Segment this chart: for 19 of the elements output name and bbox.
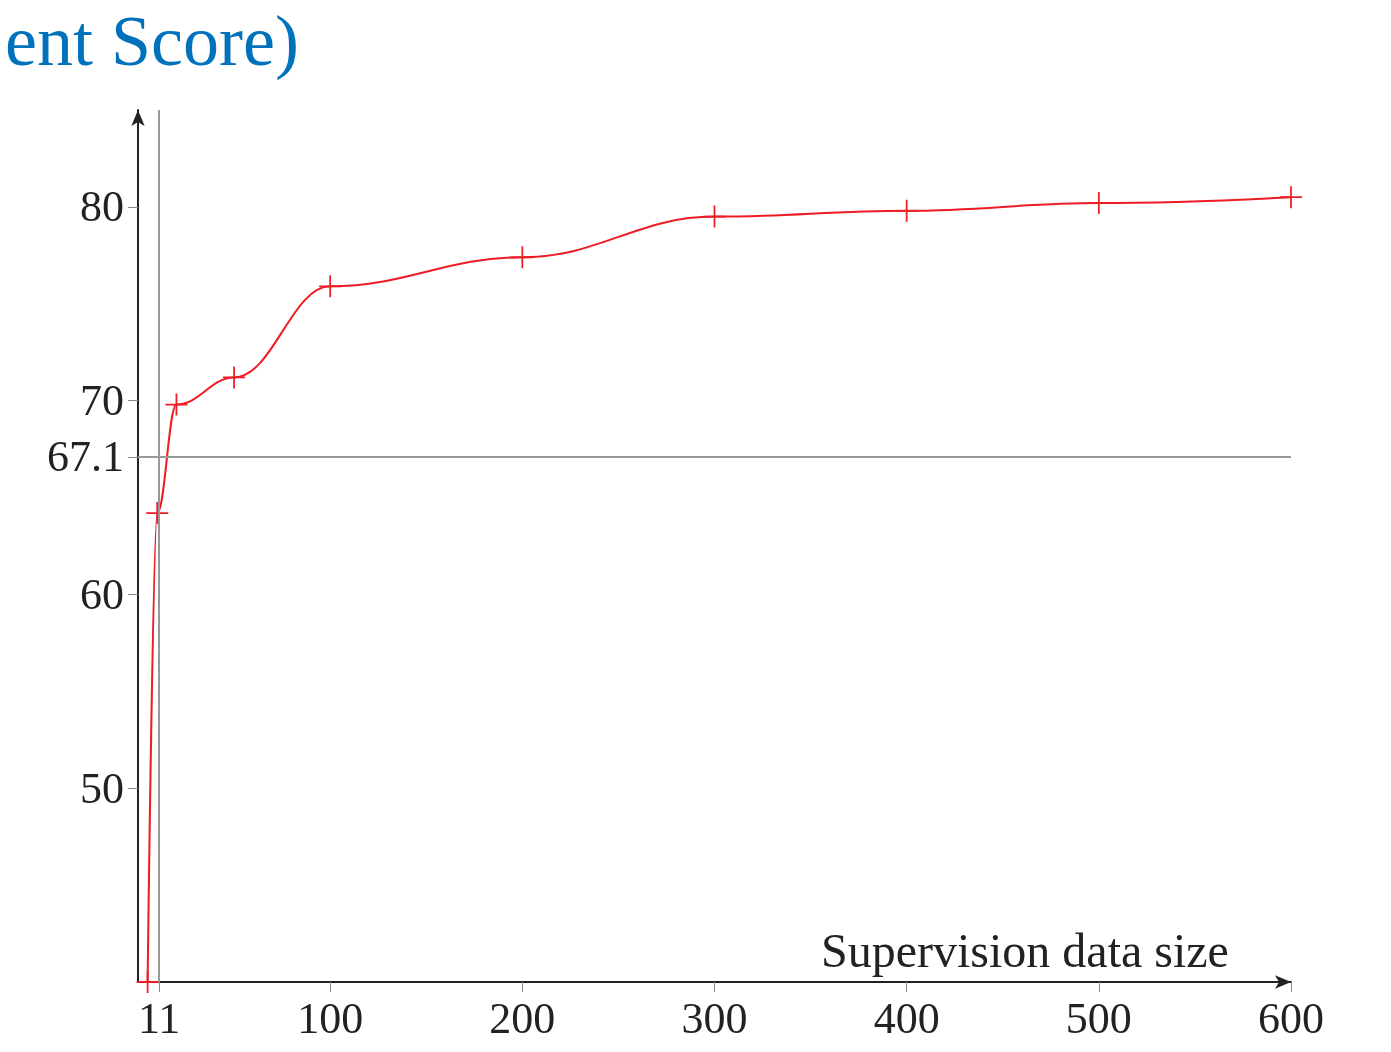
x-tick-label: 400: [873, 993, 940, 1043]
point: [146, 502, 169, 525]
point: [1280, 186, 1302, 209]
x-tick-label: 600: [1258, 993, 1324, 1043]
x-axis-title: Supervision data size: [821, 923, 1229, 977]
x-tick-label: 11: [137, 993, 181, 1043]
y-tick-label: 60: [80, 569, 124, 619]
y-tick-label: 70: [80, 376, 124, 426]
point: [511, 246, 534, 269]
point: [319, 275, 342, 298]
x-tick-label: 300: [681, 993, 748, 1043]
chart-title: ent Score): [5, 1, 299, 81]
point: [895, 199, 918, 222]
y-tick-label: 80: [80, 182, 124, 232]
y-tick-label: 50: [80, 763, 124, 813]
y-tick-label: 67.1: [47, 432, 124, 482]
x-tick-label: 100: [297, 993, 364, 1043]
x-tick-label: 500: [1065, 993, 1132, 1043]
x-tick-label: 200: [489, 993, 556, 1043]
